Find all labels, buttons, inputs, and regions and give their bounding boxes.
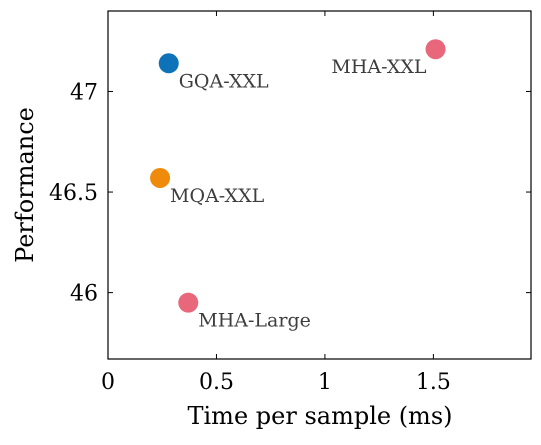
point-label: MQA-XXL — [170, 185, 265, 207]
y-tick-label: 47 — [70, 80, 98, 105]
y-axis-ticks: 46 46.5 47 — [49, 80, 531, 307]
data-point — [425, 39, 446, 60]
data-points: GQA-XXL MHA-XXL MQA-XXL MHA-Large — [150, 39, 446, 332]
x-axis-title: Time per sample (ms) — [188, 402, 453, 430]
data-point — [158, 53, 179, 74]
x-tick-label: 1.5 — [416, 370, 451, 395]
x-tick-label: 0 — [101, 370, 115, 395]
point-label: MHA-XXL — [331, 56, 427, 78]
y-axis-title: Performance — [11, 107, 39, 263]
x-tick-label: 0.5 — [199, 370, 234, 395]
y-tick-label: 46 — [70, 282, 98, 307]
point-label: MHA-Large — [198, 310, 311, 332]
x-tick-label: 1 — [318, 370, 332, 395]
plot-frame — [107, 10, 532, 360]
y-tick-label: 46.5 — [49, 181, 98, 206]
x-axis-ticks: 0 0.5 1 1.5 — [101, 11, 451, 395]
data-point — [150, 167, 171, 188]
point-label: GQA-XXL — [179, 70, 269, 92]
data-point — [178, 292, 199, 313]
